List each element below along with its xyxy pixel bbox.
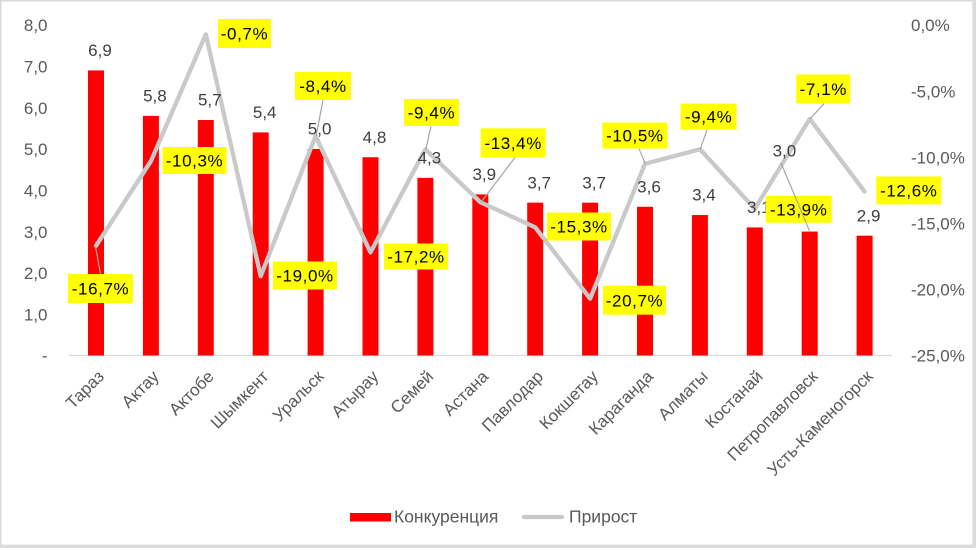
svg-text:3,9: 3,9: [472, 165, 496, 184]
svg-text:6,0: 6,0: [24, 99, 48, 118]
svg-text:Конкуренция: Конкуренция: [394, 507, 498, 527]
svg-text:-13,9%: -13,9%: [770, 200, 827, 219]
svg-text:-7,1%: -7,1%: [800, 80, 847, 99]
svg-text:4,0: 4,0: [24, 181, 48, 200]
svg-text:4,3: 4,3: [418, 149, 442, 168]
svg-text:7,0: 7,0: [24, 58, 48, 77]
svg-text:6,9: 6,9: [88, 41, 112, 60]
svg-text:-15,3%: -15,3%: [550, 218, 607, 237]
svg-text:3,7: 3,7: [582, 173, 606, 192]
svg-text:-9,4%: -9,4%: [685, 108, 732, 127]
svg-text:3,0: 3,0: [24, 223, 48, 242]
svg-text:-10,5%: -10,5%: [606, 127, 663, 146]
svg-text:-5,0%: -5,0%: [911, 82, 955, 101]
svg-text:3,0: 3,0: [773, 142, 797, 161]
svg-text:2,0: 2,0: [24, 264, 48, 283]
svg-text:-13,4%: -13,4%: [484, 134, 541, 153]
svg-text:-10,0%: -10,0%: [911, 148, 965, 167]
svg-text:5,4: 5,4: [253, 103, 277, 122]
svg-text:-20,0%: -20,0%: [911, 281, 965, 300]
svg-text:-9,4%: -9,4%: [408, 104, 455, 123]
svg-text:5,0: 5,0: [308, 120, 332, 139]
svg-text:3,6: 3,6: [637, 178, 661, 197]
svg-text:-15,0%: -15,0%: [911, 215, 965, 234]
svg-text:3,1: 3,1: [747, 198, 771, 217]
svg-text:-8,4%: -8,4%: [299, 77, 346, 96]
svg-text:-19,0%: -19,0%: [276, 267, 333, 286]
svg-text:5,0: 5,0: [24, 140, 48, 159]
svg-text:3,7: 3,7: [527, 173, 551, 192]
svg-text:5,7: 5,7: [198, 91, 222, 110]
svg-text:-17,2%: -17,2%: [387, 248, 444, 267]
svg-text:2,9: 2,9: [857, 206, 881, 225]
svg-text:-25,0%: -25,0%: [911, 347, 965, 366]
svg-text:4,8: 4,8: [363, 128, 387, 147]
svg-text:-20,7%: -20,7%: [606, 291, 663, 310]
svg-text:3,4: 3,4: [692, 186, 716, 205]
svg-text:-: -: [42, 347, 48, 366]
svg-text:8,0: 8,0: [24, 16, 48, 35]
svg-text:-10,3%: -10,3%: [166, 152, 223, 171]
svg-text:5,8: 5,8: [143, 87, 167, 106]
svg-text:-16,7%: -16,7%: [72, 280, 129, 299]
svg-text:1,0: 1,0: [24, 305, 48, 324]
svg-text:-12,6%: -12,6%: [880, 182, 937, 201]
svg-text:-0,7%: -0,7%: [221, 25, 268, 44]
svg-text:Прирост: Прирост: [569, 507, 637, 527]
svg-text:0,0%: 0,0%: [911, 16, 950, 35]
